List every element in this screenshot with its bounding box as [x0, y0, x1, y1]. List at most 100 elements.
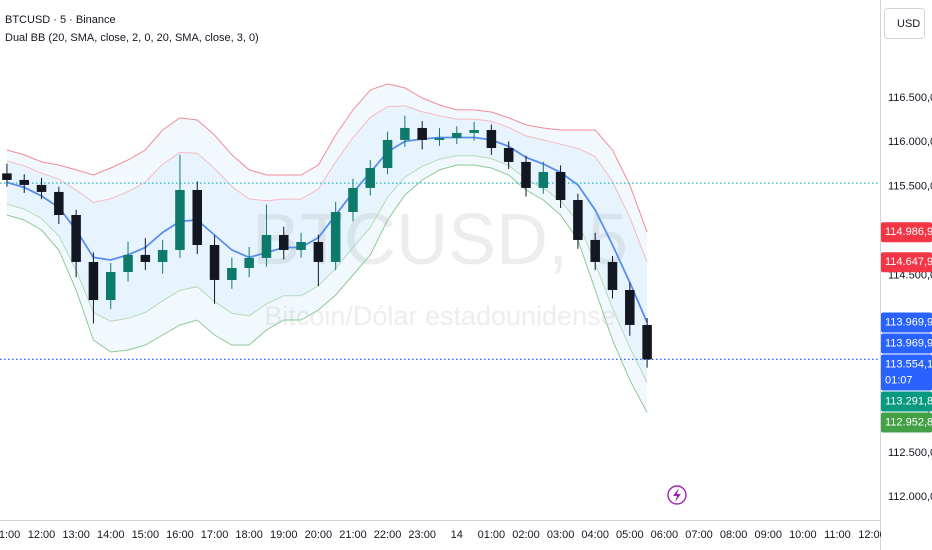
price-label-box [881, 252, 932, 273]
candle-body [296, 241, 306, 250]
x-tick-label: 06:00 [651, 529, 679, 541]
currency-button[interactable] [884, 8, 925, 39]
y-tick-label: 114.500,00 [888, 269, 932, 281]
x-tick-label: 14:00 [97, 529, 125, 541]
candle-body [71, 215, 81, 262]
x-tick-label: 15:00 [132, 529, 160, 541]
x-tick-label: 12:00 [858, 529, 886, 541]
candle-body [521, 161, 531, 188]
candle-body [19, 179, 29, 185]
price-label-box [881, 222, 932, 243]
candle-body [348, 187, 358, 212]
inner-band-fill [6, 105, 648, 383]
x-tick-label: 01:00 [478, 529, 506, 541]
candle-body [382, 139, 393, 168]
x-tick-label: 04:00 [581, 529, 609, 541]
indicator-legend[interactable]: Dual BB (20, SMA, close, 2, 0, 20, SMA, … [5, 32, 259, 44]
price-label-box [881, 412, 932, 433]
candle-body [209, 245, 220, 280]
candle-body [36, 184, 47, 192]
lightning-icon[interactable] [667, 485, 687, 505]
price-label: 114.986,98 [885, 226, 932, 238]
y-tick-label: 115.500,00 [888, 181, 932, 193]
candle-body [469, 130, 479, 133]
candle-body [503, 148, 514, 162]
price-label: 113.969,91 [885, 337, 932, 349]
currency-label[interactable]: USD [897, 18, 920, 30]
candle-body [538, 171, 549, 188]
candle-body [175, 189, 185, 250]
price-axis-panel [880, 0, 932, 550]
price-label: 112.952,84 [885, 416, 932, 428]
candle-body [2, 173, 12, 180]
x-tick-label: 22:00 [374, 529, 402, 541]
price-label: 113.291,86 [885, 395, 932, 407]
price-label-box [881, 354, 932, 391]
outer-band-fill [6, 83, 648, 413]
candle-body [590, 239, 600, 262]
candle-body [313, 241, 324, 262]
candle-body [555, 171, 566, 201]
x-tick-label: 14 [451, 529, 463, 541]
candle-body [261, 234, 272, 258]
band-line [6, 83, 648, 233]
candle-body [573, 200, 583, 240]
candle-body [279, 234, 289, 250]
x-tick-label: 20:00 [305, 529, 333, 541]
price-axis-cover [881, 521, 932, 550]
plot-area: BTCUSD, 5 Bitcoin/Dólar estadounidense [0, 83, 880, 413]
x-tick-label: 13:00 [62, 529, 90, 541]
band-line [6, 105, 648, 263]
candle-body [330, 211, 341, 262]
candle-body [88, 261, 99, 301]
y-tick-label: 116.000,00 [888, 136, 932, 148]
y-tick-label: 112.500,00 [888, 447, 932, 459]
chart-title[interactable]: BTCUSD · 5 · Binance [5, 14, 116, 26]
price-label-box [881, 312, 932, 333]
price-label-box [881, 333, 932, 354]
candle-body [400, 127, 410, 140]
candle-body [642, 324, 652, 360]
candle-body [625, 289, 635, 325]
candle-body [123, 254, 133, 272]
basis-line [6, 136, 648, 323]
x-tick-label: 03:00 [547, 529, 575, 541]
candle-body [434, 137, 445, 140]
price-label: 113.969,91 [885, 316, 932, 328]
x-tick-label: 23:00 [408, 529, 436, 541]
band-line [6, 164, 648, 413]
y-tick-label: 112.000,00 [888, 491, 932, 503]
x-tick-label: 17:00 [201, 529, 229, 541]
x-tick-label: 19:00 [270, 529, 298, 541]
candle-body [486, 130, 497, 149]
countdown: 01:07 [885, 374, 913, 386]
candle-body [157, 249, 168, 262]
x-tick-label: 08:00 [720, 529, 748, 541]
x-tick-label: 21:00 [339, 529, 367, 541]
x-tick-label: 11:00 [824, 529, 851, 541]
overlay: BTCUSD · 5 · Binance Dual BB (20, SMA, c… [5, 8, 925, 505]
x-tick-label: 09:00 [754, 529, 782, 541]
candle-body [365, 167, 376, 188]
price-label: 114.647,95 [885, 256, 932, 268]
candle-body [227, 267, 237, 280]
candle-body [105, 271, 116, 301]
candle-body [54, 191, 64, 216]
x-tick-label: 07:00 [685, 529, 713, 541]
candle-body [244, 257, 254, 268]
y-tick-label: 116.500,00 [888, 92, 932, 104]
x-tick-label: 11:00 [0, 529, 20, 541]
x-tick-label: 02:00 [512, 529, 540, 541]
candle-body [192, 189, 203, 246]
price-label-box [881, 391, 932, 412]
candle-body [417, 127, 427, 140]
price-label: 113.554,16 [885, 358, 932, 370]
x-tick-label: 12:00 [28, 529, 56, 541]
x-tick-label: 18:00 [235, 529, 263, 541]
candle-body [140, 254, 151, 262]
candle-body [607, 261, 618, 290]
x-tick-label: 05:00 [616, 529, 644, 541]
